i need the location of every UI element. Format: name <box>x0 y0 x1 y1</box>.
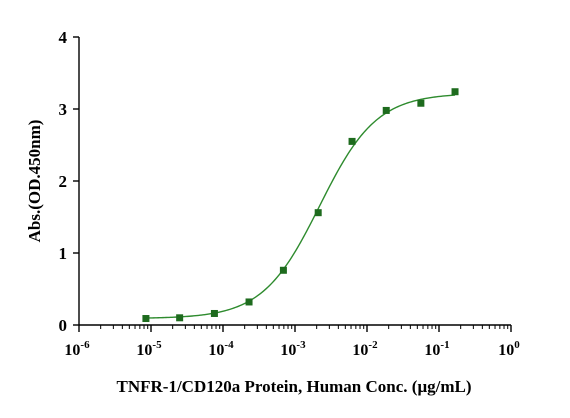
data-point <box>314 209 322 217</box>
data-point <box>210 309 218 317</box>
x-axis-title: TNFR-1/CD120a Protein, Human Conc. (μg/m… <box>117 377 472 396</box>
y-tick-label: 2 <box>59 172 68 191</box>
data-point <box>417 99 425 107</box>
x-tick-label: 100 <box>498 339 520 359</box>
data-point <box>451 88 459 96</box>
data-points-layer <box>142 88 459 323</box>
x-tick-label: 10-2 <box>352 339 378 359</box>
y-tick-label: 3 <box>59 100 68 119</box>
fit-curve <box>145 94 456 319</box>
data-point <box>142 315 150 323</box>
y-tick-label: 0 <box>59 316 68 335</box>
x-tick-label: 10-1 <box>424 339 449 359</box>
y-tick-label: 4 <box>59 28 68 47</box>
data-point <box>348 137 356 145</box>
ticks: 0 1 2 3 4 10-6 10-5 10-4 10-3 10-2 10-1 100 <box>59 28 521 359</box>
y-tick-label: 1 <box>59 244 68 263</box>
data-point <box>279 266 287 274</box>
y-axis-title: Abs.(OD.450nm) <box>25 120 44 243</box>
fit-curve-layer <box>145 94 456 319</box>
x-tick-label: 10-6 <box>64 339 90 359</box>
x-tick-label: 10-4 <box>208 339 234 359</box>
axes <box>78 37 511 326</box>
data-point <box>382 106 390 114</box>
data-point <box>245 298 253 306</box>
data-point <box>176 314 184 322</box>
x-tick-label: 10-5 <box>136 339 162 359</box>
x-tick-label: 10-3 <box>280 339 306 359</box>
